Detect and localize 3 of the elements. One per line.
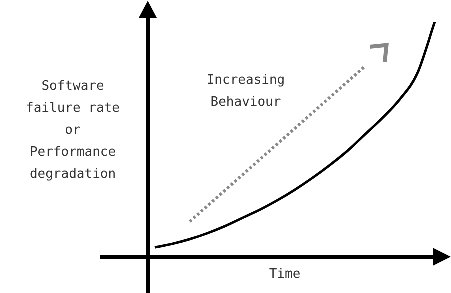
x-axis-title: Time (268, 266, 302, 284)
y-axis-title: Software failure rate or Performance degradation (25, 78, 121, 184)
annotation: Increasing Behaviour (206, 72, 286, 112)
